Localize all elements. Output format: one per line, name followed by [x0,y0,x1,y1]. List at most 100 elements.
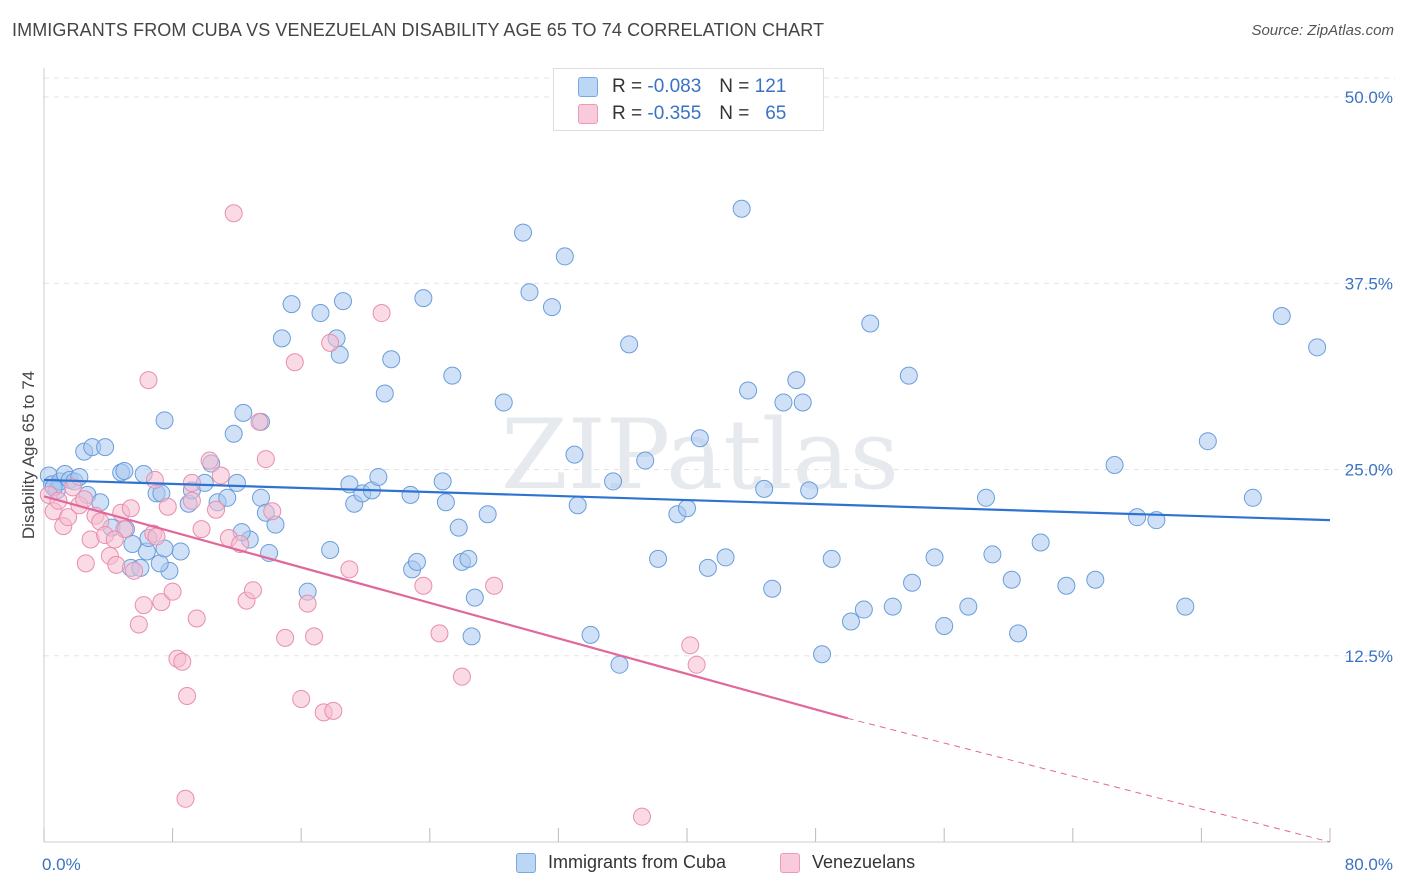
legend-swatch-blue [578,77,598,97]
y-tick-label: 12.5% [1345,647,1393,666]
point-cuba [1128,508,1147,527]
point-cuba [382,350,401,369]
y-tick-label: 25.0% [1345,461,1393,480]
point-cuba [449,518,468,537]
point-cuba [813,645,832,664]
point-cuba [976,488,995,507]
point-cuba [800,481,819,500]
point-cuba [375,384,394,403]
point-venezuelan [187,609,206,628]
point-venezuelan [182,491,201,510]
point-cuba [272,329,291,348]
point-cuba [462,627,481,646]
legend-row-cuba: R = -0.083 N = 121 [578,74,786,100]
point-cuba [716,548,735,567]
point-cuba [115,461,134,480]
watermark: ZIPatlas [501,399,899,511]
point-cuba [690,429,709,448]
point-venezuelan [298,594,317,613]
point-cuba [542,298,561,317]
point-cuba [282,295,301,314]
x-tick-label: 0.0% [42,855,81,874]
y-axis-label: Disability Age 65 to 74 [19,371,38,539]
point-venezuelan [224,204,243,223]
point-cuba [459,549,478,568]
legend-r-value: -0.083 [647,76,702,97]
point-cuba [494,393,513,412]
point-cuba [903,573,922,592]
point-cuba [787,371,806,390]
point-venezuelan [200,451,219,470]
point-venezuelan [121,499,140,518]
source-label: Source: ZipAtlas.com [1251,22,1394,39]
point-venezuelan [145,470,164,489]
point-venezuelan [276,628,295,647]
point-venezuelan [207,500,226,519]
point-venezuelan [182,473,201,492]
point-cuba [774,393,793,412]
point-venezuelan [305,627,324,646]
point-cuba [565,445,584,464]
point-venezuelan [152,593,171,612]
trend-line-cuba [43,478,1331,522]
point-cuba [218,488,237,507]
point-cuba [1243,488,1262,507]
point-venezuelan [173,652,192,671]
chart-title: IMMIGRANTS FROM CUBA VS VENEZUELAN DISAB… [12,20,825,40]
point-venezuelan [129,615,148,634]
point-cuba [514,223,533,242]
grid-lines [44,77,1395,657]
legend-swatch-pink [578,104,598,124]
point-cuba [252,488,271,507]
y-tick-label: 50.0% [1345,88,1393,107]
point-cuba [935,616,954,635]
point-cuba [698,558,717,577]
point-cuba [433,472,452,491]
point-cuba [732,199,751,218]
point-venezuelan [681,636,700,655]
legend-n-label: N = [719,76,750,97]
point-cuba [755,479,774,498]
point-venezuelan [211,466,230,485]
point-cuba [899,366,918,385]
point-cuba [401,485,420,504]
point-cuba [155,411,174,430]
y-tick-label: 37.5% [1345,274,1393,293]
data-points [39,199,1327,826]
point-venezuelan [147,527,166,546]
legend-r-label: R = [612,103,643,124]
point-cuba [443,366,462,385]
point-venezuelan [340,560,359,579]
point-cuba [1057,576,1076,595]
point-venezuelan [134,596,153,615]
series-legend: Immigrants from Cuba Venezuelans [0,852,1406,876]
point-cuba [555,247,574,266]
point-cuba [436,493,455,512]
point-venezuelan [263,502,282,521]
point-cuba [604,472,623,491]
point-cuba [311,304,330,323]
point-cuba [983,545,1002,564]
tick-labels: 12.5% 25.0% 37.5% 50.0% 0.0% 80.0% [42,88,1393,874]
point-cuba [321,540,340,559]
point-venezuelan [452,667,471,686]
point-venezuelan [63,478,82,497]
point-cuba [1086,570,1105,589]
axes [43,68,1331,843]
point-cuba [854,600,873,619]
point-venezuelan [250,412,269,431]
point-venezuelan [76,554,95,573]
legend-row-venezuelans: R = -0.355 N = 65 [578,101,786,127]
trend-line-venezuelans-extension [847,717,1331,843]
point-cuba [150,554,169,573]
point-venezuelan [632,807,651,826]
point-cuba [414,289,433,308]
point-cuba [1272,307,1291,326]
point-cuba [793,393,812,412]
trend-line-venezuelans [43,495,849,720]
point-cuba [407,552,426,571]
point-venezuelan [105,530,124,549]
point-cuba [1031,533,1050,552]
point-venezuelan [192,520,211,539]
